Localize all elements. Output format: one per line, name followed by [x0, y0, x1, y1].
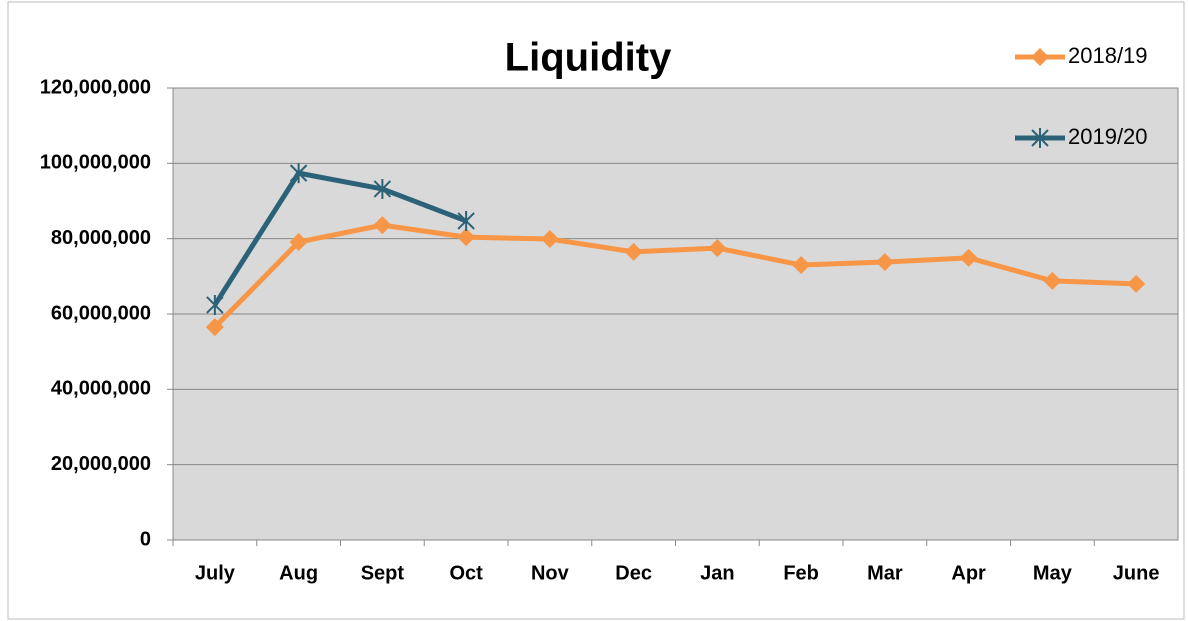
x-tick-label: June	[1113, 562, 1160, 584]
y-tick-label: 60,000,000	[51, 302, 151, 324]
y-tick-label: 120,000,000	[40, 76, 151, 98]
marker	[540, 230, 559, 249]
x-tick-label: Dec	[615, 562, 652, 584]
x-tick-label: Jan	[700, 562, 734, 584]
y-tick-label: 0	[140, 528, 151, 550]
y-tick-label: 20,000,000	[51, 453, 151, 475]
marker	[624, 242, 643, 261]
marker	[206, 294, 224, 315]
marker	[457, 210, 475, 231]
marker	[708, 239, 727, 258]
marker	[792, 256, 811, 275]
x-tick-label: Oct	[449, 562, 483, 584]
marker	[875, 253, 894, 272]
x-tick-label: Aug	[279, 562, 318, 584]
marker	[1031, 48, 1049, 66]
x-tick-label: May	[1033, 562, 1073, 584]
legend-label: 2018/19	[1068, 43, 1148, 68]
y-tick-label: 100,000,000	[40, 152, 151, 174]
x-tick-label: Nov	[531, 562, 570, 584]
legend-label: 2019/20	[1068, 124, 1148, 149]
marker	[205, 318, 224, 337]
marker	[959, 248, 978, 267]
series-line	[212, 170, 468, 307]
x-tick-label: Sept	[361, 562, 405, 584]
marker	[373, 216, 392, 235]
marker	[1043, 271, 1062, 290]
y-tick-label: 80,000,000	[51, 227, 151, 249]
marker	[289, 163, 308, 184]
chart-title: Liquidity	[505, 36, 672, 80]
marker	[1127, 274, 1146, 293]
x-tick-label: Feb	[783, 562, 819, 584]
x-tick-label: Apr	[951, 562, 986, 584]
x-tick-label: July	[195, 562, 236, 584]
marker	[457, 228, 476, 247]
marker	[1031, 128, 1049, 148]
marker	[289, 233, 308, 252]
marker	[373, 178, 392, 199]
y-tick-label: 40,000,000	[51, 378, 151, 400]
x-tick-label: Mar	[867, 562, 903, 584]
series-line	[213, 222, 1137, 329]
